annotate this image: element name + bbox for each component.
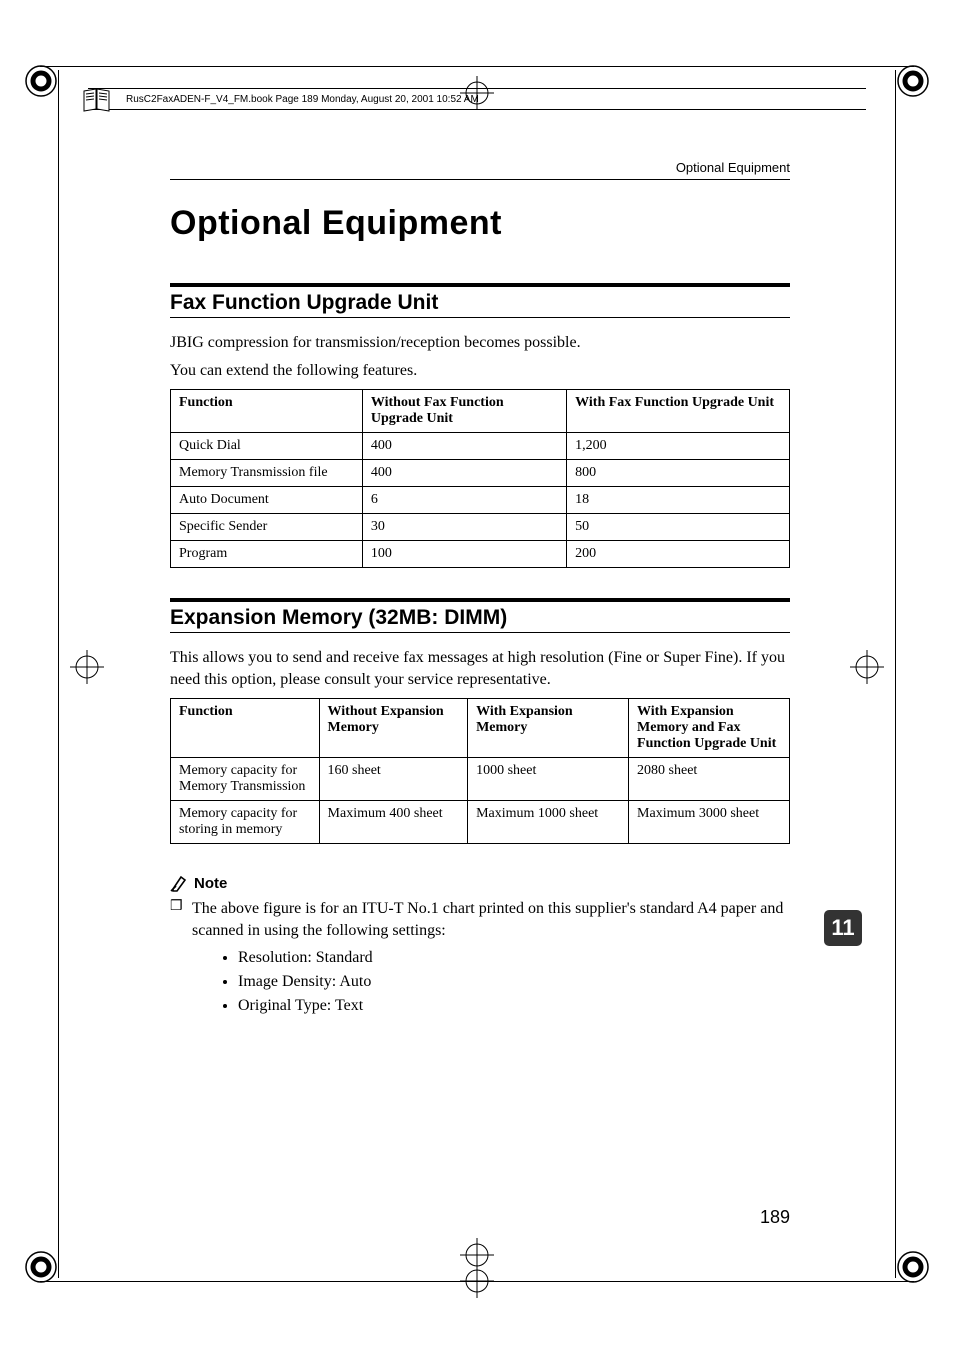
section-rule [170,283,790,287]
table-cell: Memory capacity for storing in memory [171,801,320,844]
table-header: Function [171,699,320,758]
table-row: Function Without Fax Function Upgrade Un… [171,390,790,433]
table-header: With Expansion Memory [468,699,629,758]
table-header: Without Expansion Memory [319,699,468,758]
table-cell: Program [171,541,363,568]
table-cell: 400 [362,433,566,460]
table-cell: 2080 sheet [629,758,790,801]
table-header: Without Fax Function Upgrade Unit [362,390,566,433]
body-text: This allows you to send and receive fax … [170,647,790,690]
crosshair-icon [460,1264,494,1298]
table-cell: 50 [567,514,790,541]
table-cell: Maximum 3000 sheet [629,801,790,844]
note-sub-list: Resolution: Standard Image Density: Auto… [192,946,790,1018]
registration-mark-icon [24,1250,58,1284]
table-cell: Quick Dial [171,433,363,460]
fax-upgrade-table: Function Without Fax Function Upgrade Un… [170,389,790,568]
expansion-memory-table: Function Without Expansion Memory With E… [170,698,790,844]
crop-line-right [895,70,896,1278]
table-cell: 400 [362,460,566,487]
note-bullet: Image Density: Auto [238,970,790,994]
table-cell: Maximum 1000 sheet [468,801,629,844]
table-cell: Maximum 400 sheet [319,801,468,844]
table-row: Memory capacity for storing in memoryMax… [171,801,790,844]
table-cell: Specific Sender [171,514,363,541]
table-row: Quick Dial4001,200 [171,433,790,460]
page-number: 189 [760,1207,790,1228]
chapter-tab: 11 [824,910,862,946]
registration-mark-icon [896,64,930,98]
table-cell: 1,200 [567,433,790,460]
registration-mark-icon [896,1250,930,1284]
crop-line-left [58,70,59,1278]
table-cell: 800 [567,460,790,487]
body-text: You can extend the following features. [170,360,790,382]
crop-line-top [40,66,914,67]
body-text: JBIG compression for transmission/recept… [170,332,790,354]
section-underline [170,632,790,633]
note-icon [170,874,188,892]
table-cell: 18 [567,487,790,514]
table-header: With Fax Function Upgrade Unit [567,390,790,433]
table-cell: 160 sheet [319,758,468,801]
running-head: Optional Equipment [170,160,790,180]
book-icon [80,83,114,117]
note-bullet: Resolution: Standard [238,946,790,970]
table-cell: Memory capacity for Memory Transmission [171,758,320,801]
crosshair-icon [850,650,884,684]
note-bullet: Original Type: Text [238,994,790,1018]
table-cell: 30 [362,514,566,541]
note-item: The above figure is for an ITU-T No.1 ch… [170,898,790,1017]
table-cell: 100 [362,541,566,568]
table-row: Function Without Expansion Memory With E… [171,699,790,758]
table-row: Specific Sender3050 [171,514,790,541]
table-cell: 200 [567,541,790,568]
table-row: Program100200 [171,541,790,568]
book-header-bar: RusC2FaxADEN-F_V4_FM.book Page 189 Monda… [88,88,866,110]
note-heading: Note [170,874,790,892]
table-cell: Auto Document [171,487,363,514]
section-underline [170,317,790,318]
book-header-text: RusC2FaxADEN-F_V4_FM.book Page 189 Monda… [126,94,479,105]
section-heading-expansion-memory: Expansion Memory (32MB: DIMM) [170,606,790,630]
page-content: Optional Equipment Optional Equipment Fa… [170,160,790,1022]
registration-mark-icon [24,64,58,98]
crosshair-icon [70,650,104,684]
note-list: The above figure is for an ITU-T No.1 ch… [170,898,790,1017]
table-header: With Expansion Memory and Fax Function U… [629,699,790,758]
table-row: Memory Transmission file400800 [171,460,790,487]
table-cell: 6 [362,487,566,514]
page-title: Optional Equipment [170,204,790,243]
table-cell: Memory Transmission file [171,460,363,487]
table-row: Memory capacity for Memory Transmission1… [171,758,790,801]
note-label: Note [194,875,227,892]
table-header: Function [171,390,363,433]
note-item-text: The above figure is for an ITU-T No.1 ch… [192,900,783,939]
section-rule [170,598,790,602]
section-heading-fax-upgrade: Fax Function Upgrade Unit [170,291,790,315]
table-cell: 1000 sheet [468,758,629,801]
table-row: Auto Document618 [171,487,790,514]
